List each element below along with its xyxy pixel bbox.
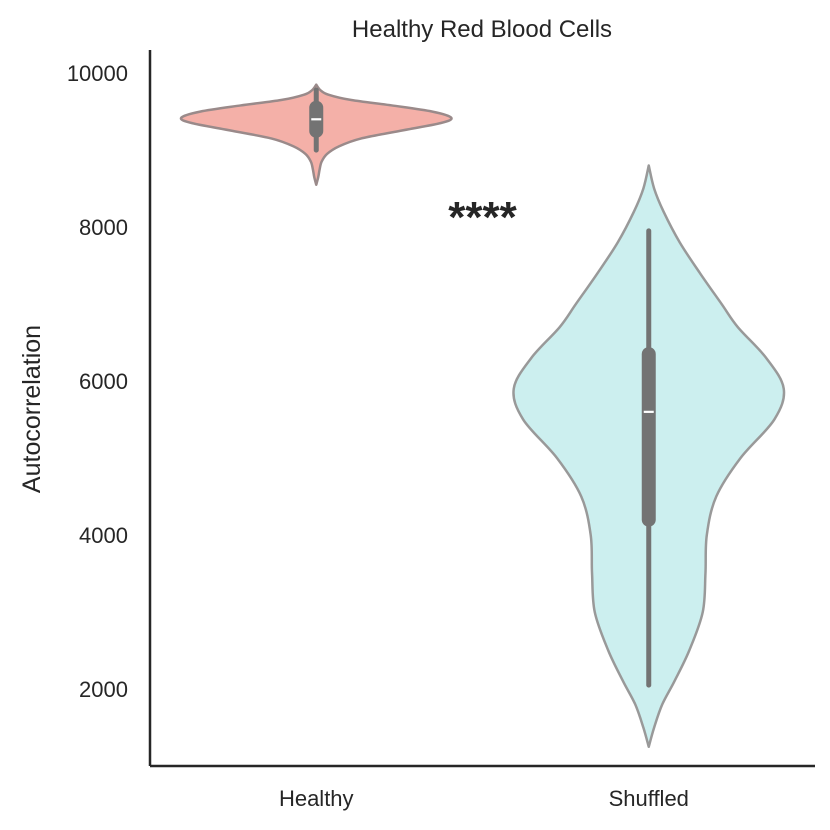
y-axis-label: Autocorrelation <box>18 325 46 493</box>
significance-label: **** <box>448 193 517 242</box>
x-ticks: Healthy Shuffled <box>279 786 689 811</box>
y-tick-label: 4000 <box>79 523 128 548</box>
y-tick-label: 6000 <box>79 369 128 394</box>
chart-title: Healthy Red Blood Cells <box>352 16 612 43</box>
y-tick-label: 2000 <box>79 677 128 702</box>
y-ticks: 2000 4000 6000 8000 10000 <box>67 61 128 702</box>
violins-layer <box>179 83 786 748</box>
x-tick-label: Healthy <box>279 786 354 811</box>
boxes-layer <box>309 87 656 688</box>
y-tick-label: 10000 <box>67 61 128 86</box>
y-tick-label: 8000 <box>79 215 128 240</box>
x-tick-label: Shuffled <box>609 786 689 811</box>
